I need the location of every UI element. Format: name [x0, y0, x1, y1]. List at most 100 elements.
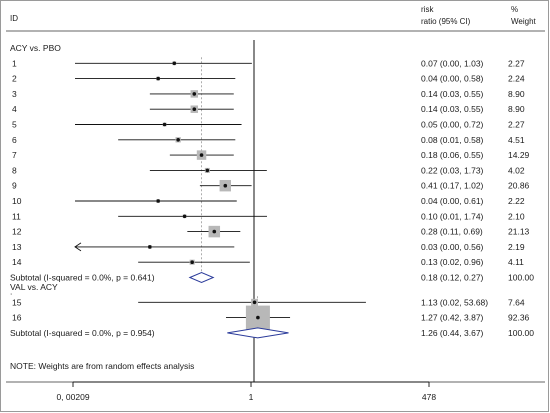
subtotal-diamond [227, 327, 289, 339]
weight-text: 2.19 [508, 242, 525, 252]
ci-text: 0.18 (0.06, 0.55) [421, 150, 484, 160]
header-risk-line1: risk [421, 5, 434, 14]
ci-arrow [74, 242, 82, 252]
x-tick-label-1: 0, 00209 [56, 392, 89, 402]
study-id: 16 [12, 313, 22, 323]
ci-text: 0.04 (0.00, 0.61) [421, 196, 484, 206]
ci-text: 1.27 (0.42, 3.87) [421, 313, 484, 323]
ci-text: 0.05 (0.00, 0.72) [421, 120, 484, 130]
point-estimate [156, 199, 160, 203]
point-estimate [176, 138, 180, 142]
subtotal-row-2: Subtotal (I-squared = 0.0%, p = 0.954) 1.… [10, 327, 534, 339]
ci-text: 0.04 (0.00, 0.58) [421, 74, 484, 84]
study-id: 8 [12, 165, 17, 175]
header-risk-line2: ratio (95% CI) [421, 17, 471, 26]
subtotal-label: Subtotal (I-squared = 0.0%, p = 0.954) [10, 328, 155, 338]
point-estimate [148, 245, 152, 249]
ci-text: 0.41 (0.17, 1.02) [421, 181, 484, 191]
study-row-1: 1 0.07 (0.00, 1.03) 2.27 [12, 58, 525, 68]
weight-text: 14.29 [508, 150, 530, 160]
point-estimate [172, 61, 177, 66]
weight-text: 4.51 [508, 135, 525, 145]
weight-text: 2.24 [508, 74, 525, 84]
point-estimate [252, 300, 257, 305]
study-row-5: 5 0.05 (0.00, 0.72) 2.27 [12, 120, 525, 130]
group-label-1: ACY vs. PBO [10, 43, 61, 53]
study-id: 6 [12, 135, 17, 145]
study-row-6: 6 0.08 (0.01, 0.58) 4.51 [12, 135, 525, 145]
point-estimate [190, 260, 194, 265]
study-row-4: 4 0.14 (0.03, 0.55) 8.90 [12, 104, 525, 114]
point-estimate [256, 315, 260, 320]
study-id: 10 [12, 196, 22, 206]
point-estimate [182, 214, 187, 219]
point-estimate [223, 183, 228, 188]
ci-text: 0.07 (0.00, 1.03) [421, 58, 484, 68]
study-row-16: 16 1.27 (0.42, 3.87) 92.36 [12, 305, 530, 330]
point-estimate [212, 229, 217, 234]
study-id: 12 [12, 227, 22, 237]
study-row-2: 2 0.04 (0.00, 0.58) 2.24 [12, 74, 525, 84]
study-row-11: 11 0.10 (0.01, 1.74) 2.10 [12, 211, 525, 221]
point-estimate [199, 153, 204, 157]
subtotal-weight-text: 100.00 [508, 328, 534, 338]
study-row-14: 14 0.13 (0.02, 0.96) 4.11 [12, 257, 524, 267]
ci-text: 0.10 (0.01, 1.74) [421, 211, 484, 221]
study-id: 11 [12, 211, 21, 221]
study-row-15: 15 1.13 (0.02, 53.68) 7.64 [12, 297, 525, 307]
subtotal-weight-text: 100.00 [508, 273, 534, 283]
ci-text: 0.13 (0.02, 0.96) [421, 257, 484, 267]
study-id: 13 [12, 242, 22, 252]
study-row-12: 12 0.28 (0.11, 0.69) 21.13 [12, 225, 530, 238]
weight-text: 2.27 [508, 120, 525, 130]
study-id: 9 [12, 181, 17, 191]
study-row-7: 7 0.18 (0.06, 0.55) 14.29 [12, 150, 530, 160]
weight-text: 2.27 [508, 58, 525, 68]
point-estimate [192, 92, 197, 96]
weight-text: 2.10 [508, 211, 525, 221]
x-tick-label-3: 478 [422, 392, 436, 402]
header-weight-line2: Weight [511, 17, 537, 26]
ci-text: 0.14 (0.03, 0.55) [421, 104, 484, 114]
study-row-3: 3 0.14 (0.03, 0.55) 8.90 [12, 89, 525, 99]
weight-text: 4.11 [508, 257, 524, 267]
ci-text: 1.13 (0.02, 53.68) [421, 297, 488, 307]
point-estimate [156, 76, 160, 81]
subtotal-diamond [188, 271, 215, 284]
weight-text: 2.22 [508, 196, 525, 206]
ci-text: 0.08 (0.01, 0.58) [421, 135, 484, 145]
x-axis: 0, 00209 1 478 [56, 381, 436, 402]
study-rows: ACY vs. PBO 1 0.07 (0.00, 1.03) 2.27 2 0.04 (… [10, 43, 534, 339]
study-row-9: 9 0.41 (0.17, 1.02) 20.86 [12, 179, 530, 192]
ci-text: 0.22 (0.03, 1.73) [421, 165, 484, 175]
point-estimate [162, 122, 167, 127]
study-id: 3 [12, 89, 17, 99]
ci-text: 0.03 (0.00, 0.56) [421, 242, 484, 252]
subtotal-ci-text: 0.18 (0.12, 0.27) [421, 273, 484, 283]
study-id: 5 [12, 120, 17, 130]
subtotal-ci-text: 1.26 (0.44, 3.67) [421, 328, 484, 338]
note-text: NOTE: Weights are from random effects an… [10, 361, 194, 371]
subtotal-row-1: Subtotal (I-squared = 0.0%, p = 0.641) 0.… [10, 271, 534, 284]
ci-text: 0.28 (0.11, 0.69) [421, 227, 483, 237]
weight-text: 20.86 [508, 181, 530, 191]
point-estimate [205, 168, 210, 173]
header-weight-line1: % [511, 5, 518, 14]
weight-text: 4.02 [508, 165, 525, 175]
weight-text: 8.90 [508, 89, 525, 99]
study-id: 1 [12, 58, 17, 68]
group-separator-dot: . [10, 287, 12, 297]
point-estimate [192, 107, 197, 111]
weight-text: 21.13 [508, 227, 530, 237]
weight-text: 92.36 [508, 313, 530, 323]
weight-text: 8.90 [508, 104, 525, 114]
subtotal-label: Subtotal (I-squared = 0.0%, p = 0.641) [10, 273, 155, 283]
study-row-13: 13 0.03 (0.00, 0.56) 2.19 [12, 242, 525, 252]
study-id: 15 [12, 297, 22, 307]
study-id: 2 [12, 74, 17, 84]
study-id: 7 [12, 150, 17, 160]
study-row-10: 10 0.04 (0.00, 0.61) 2.22 [12, 196, 525, 206]
group-label-2: VAL vs. ACY [10, 282, 58, 292]
